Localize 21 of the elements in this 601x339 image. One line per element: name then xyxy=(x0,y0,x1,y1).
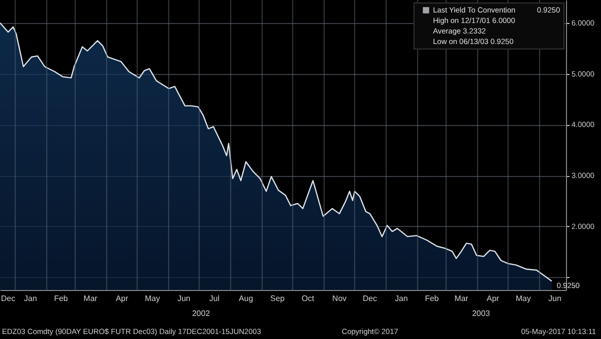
text: 2002 xyxy=(192,309,210,318)
x-tick-label: May xyxy=(516,294,531,303)
x-tick-label: Mar xyxy=(84,294,98,303)
x-tick-label: Jan xyxy=(24,294,37,303)
x-tick-label: May xyxy=(144,294,160,303)
x-tick-label: Apr xyxy=(486,294,500,303)
x-tick-label: Jun xyxy=(548,294,562,303)
x-tick-label: Jan xyxy=(394,294,408,303)
x-tick-label: Feb xyxy=(424,294,440,303)
x-tick-label: Feb xyxy=(54,294,68,303)
text: 2003 xyxy=(472,309,490,318)
x-tick-label: Aug xyxy=(238,294,254,303)
x-tick-label: Apr xyxy=(116,294,128,303)
x-tick-label: Dec xyxy=(1,294,16,303)
x-tick-label: Oct xyxy=(302,294,315,303)
x-tick-label: Jul xyxy=(209,294,220,303)
x-tick-label: Sep xyxy=(270,294,286,303)
x-tick-label: Mar xyxy=(454,294,469,303)
x-tick-label: Dec xyxy=(362,294,377,303)
x-tick-label: Jun xyxy=(177,294,190,303)
x-tick-label: Nov xyxy=(332,294,347,303)
